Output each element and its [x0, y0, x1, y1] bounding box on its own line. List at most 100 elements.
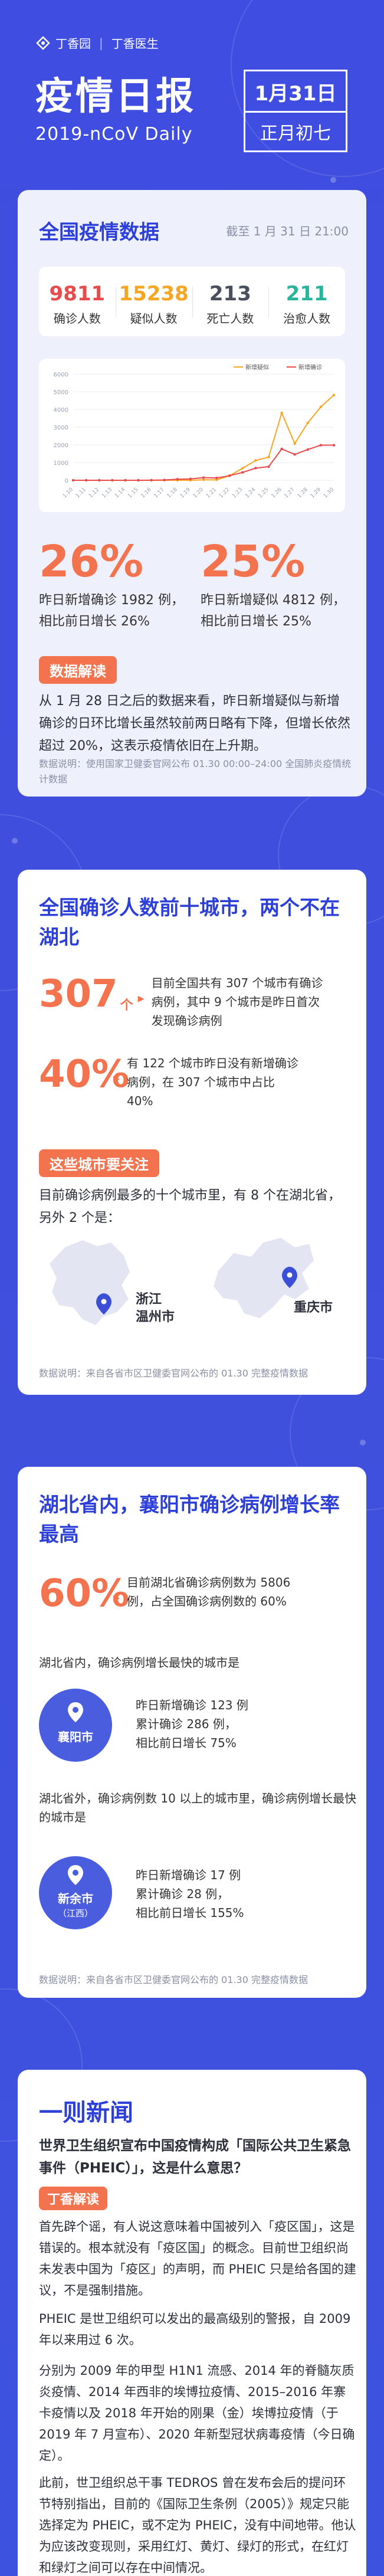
city1-province: 浙江 [136, 1292, 162, 1307]
hubei-share-stat: 60% ▸ 目前湖北省确诊病例数为 5806 例，占全国确诊病例数的 60% [39, 1573, 292, 1614]
top-cities-source: 数据说明：来自各省市区卫健委官网公布的 01.30 完整疫情数据 [39, 1368, 308, 1379]
cities-count-value: 307 [39, 972, 118, 1016]
chart-point [202, 478, 205, 481]
chart-point [124, 479, 127, 482]
chart-point [176, 478, 179, 481]
location-pin-icon [68, 1865, 83, 1885]
chart-point [293, 442, 296, 445]
news-paragraph-2: PHEIC 是世卫组织可以发出的最高级别的警报，自 2009 年以来用过 6 次… [39, 2312, 351, 2347]
city2-name: 重庆市 [294, 1300, 333, 1315]
stat-suspected: 15238 疑似人数 [115, 267, 192, 336]
no-new-cases-value: 40% [39, 1053, 130, 1096]
xinyu-badge: 新余市 （江西） [39, 1856, 112, 1929]
confirmed-growth-desc1: 昨日新增确诊 1982 例， [39, 593, 184, 608]
stat-confirmed: 9811 确诊人数 [39, 267, 116, 336]
as-of-time: 截至 1 月 31 日 21:00 [226, 224, 349, 238]
chart-point [306, 448, 309, 451]
analysis-label: 数据解读 [39, 656, 117, 684]
analysis-text: 从 1 月 28 日之后的数据来看，昨日新增疑似与新增确诊的日环比增长虽然较前两… [39, 694, 351, 753]
stat-value: 211 [285, 282, 328, 306]
chart-point [319, 444, 323, 447]
brand-separator: | [99, 35, 103, 50]
stat-deaths: 213 死亡人数 [192, 267, 269, 336]
news-question: 世界卫生组织宣布中国疫情构成「国际公共卫生紧急事件（PHEIC）」，这是什么意思… [39, 2138, 351, 2176]
focus-label: 这些城市要关注 [39, 1149, 159, 1177]
xiangyang-name: 襄阳市 [58, 1730, 93, 1744]
hubei-source: 数据说明：来自各省市区卫健委官网公布的 01.30 完整疫情数据 [39, 1974, 308, 1985]
hubei-share-text: 目前湖北省确诊病例数为 5806 例，占全国确诊病例数的 60% [127, 1575, 291, 1608]
chart-y-tick-label: 6000 [54, 372, 68, 378]
date-gregorian: 1月31日 [245, 71, 346, 113]
chart-x-tick-label: 1.24 [244, 487, 257, 499]
stat-value: 15238 [119, 282, 189, 306]
national-source: 数据说明：使用国家卫健委官网公布 01.30 00:00–24:00 全国肺炎疫… [39, 758, 352, 785]
top-cities-title: 全国确诊人数前十城市，两个不在湖北 [39, 896, 340, 949]
chart-x-tick-label: 1.30 [323, 487, 335, 499]
suspected-growth: 25% 昨日新增疑似 4812 例， 相比前日增长 25% [201, 538, 348, 632]
confirmed-growth: 26% 昨日新增确诊 1982 例， 相比前日增长 26% [39, 538, 186, 632]
chart-x-tick-label: 1.19 [179, 487, 192, 499]
chart-point [332, 394, 336, 396]
chart-point [280, 411, 283, 415]
date-lunar: 正月初七 [260, 123, 331, 144]
chart-x-tick-label: 1.23 [231, 487, 244, 499]
chart-point [84, 479, 88, 482]
brand-bar: 丁香园 | 丁香医生 [35, 34, 159, 51]
page-subtitle: 2019-nCoV Daily [35, 124, 193, 145]
xiangyang-line3: 相比前日增长 75% [136, 1736, 237, 1750]
chart-y-tick-label: 5000 [54, 389, 68, 396]
confirmed-growth-desc2: 相比前日增长 26% [39, 614, 150, 629]
chart-point [71, 479, 75, 482]
hubei-share-value: 60% [39, 1572, 130, 1615]
city1-name: 温州市 [136, 1310, 175, 1325]
chart-x-tick-label: 1.14 [114, 487, 126, 499]
brand-doctor: 丁香医生 [111, 37, 159, 51]
chart-point [254, 467, 257, 470]
hubei-inside-text: 湖北省内，确诊病例增长最快的城市是 [39, 1656, 239, 1670]
cities-count-stat: 307 个 ▸ 目前全国共有 307 个城市有确诊病例，其中 9 个城市是昨日首… [39, 974, 329, 1030]
confirmed-growth-pct: 26% [39, 536, 144, 587]
chart-point [306, 421, 309, 424]
xiangyang-line2: 累计确诊 286 例， [136, 1717, 237, 1731]
chart-x-tick-label: 1.20 [192, 487, 205, 499]
dxy-logo-icon [36, 35, 50, 50]
decor-dot [12, 838, 18, 844]
cities-count-unit: 个 [120, 998, 133, 1013]
chart-point [137, 479, 140, 482]
chart-y-tick-label: 3000 [54, 425, 68, 431]
chart-y-tick-label: 4000 [54, 407, 68, 414]
chart-x-tick-label: 1.27 [284, 487, 296, 499]
chart-x-tick-label: 1.13 [101, 487, 113, 499]
hubei-card: 湖北省内，襄阳市确诊病例增长率最高 60% ▸ 目前湖北省确诊病例数为 5806… [18, 1467, 366, 1998]
chart-y-tick-label: 2000 [54, 443, 68, 449]
suspected-growth-desc2: 相比前日增长 25% [201, 614, 311, 629]
brand-dxy: 丁香园 [55, 37, 91, 51]
hubei-outside-text: 湖北省外，确诊病例数 10 以上的城市里，确诊病例增长最快的城市是 [39, 1791, 357, 1824]
stats-row: 9811 确诊人数 15238 疑似人数 213 死亡人数 211 治愈人数 [39, 267, 345, 336]
zhejiang-map-icon [50, 1240, 130, 1325]
no-new-cases-text: 有 122 个城市昨日没有新增确诊病例，在 307 个城市中占比 40% [127, 1056, 298, 1108]
page-title: 疫情日报 [35, 75, 196, 119]
xinyu-details: 昨日新增确诊 17 例 累计确诊 28 例， 相比前日增长 155% [136, 1866, 244, 1922]
chart-point [202, 476, 205, 479]
chart-x-tick-label: 1.12 [88, 487, 100, 499]
chart-y-tick-label: 1000 [54, 460, 68, 467]
chart-point [215, 476, 218, 480]
chart-y-tick-label: 0 [65, 478, 68, 484]
xiangyang-badge: 襄阳市 [39, 1689, 112, 1762]
chart-x-tick-label: 1.28 [297, 487, 309, 499]
chart-x-tick-label: 1.26 [270, 487, 283, 499]
news-paragraph-3: 分别为 2009 年的甲型 H1N1 流感、2014 年的脊髓灰质炎疫情、201… [39, 2364, 355, 2463]
chart-point [98, 479, 101, 482]
stat-label: 死亡人数 [206, 312, 254, 326]
decor-dot [360, 1440, 366, 1446]
xiangyang-line1: 昨日新增确诊 123 例 [136, 1698, 248, 1712]
date-box: 1月31日 正月初七 [244, 70, 347, 152]
chart-point [150, 479, 153, 482]
suspected-growth-pct: 25% [201, 536, 306, 587]
xinyu-line3: 相比前日增长 155% [136, 1906, 244, 1920]
top-cities-card: 全国确诊人数前十城市，两个不在湖北 307 个 ▸ 目前全国共有 307 个城市… [18, 870, 366, 1395]
chart-point [189, 477, 192, 480]
xinyu-line1: 昨日新增确诊 17 例 [136, 1868, 241, 1882]
no-new-cases-stat: 40% ▸ 有 122 个城市昨日没有新增确诊病例，在 307 个城市中占比 4… [39, 1054, 304, 1110]
